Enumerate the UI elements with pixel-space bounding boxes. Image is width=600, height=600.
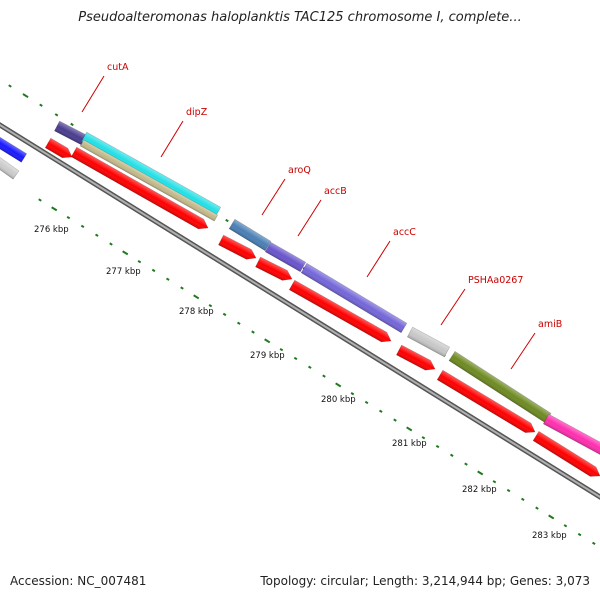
gene-label: accB bbox=[324, 186, 347, 197]
tick-mark bbox=[151, 268, 156, 273]
feature-arrow bbox=[255, 256, 293, 281]
gene-bar bbox=[406, 326, 451, 358]
tick-mark bbox=[66, 215, 71, 220]
ruler-label: 279 kbp bbox=[250, 351, 285, 361]
tick-mark bbox=[22, 93, 29, 99]
tick-mark bbox=[51, 206, 58, 212]
tick-mark bbox=[54, 113, 59, 117]
tick-mark bbox=[406, 426, 413, 432]
feature-arrow bbox=[532, 430, 600, 477]
gene-bar bbox=[0, 135, 28, 163]
tick-mark bbox=[535, 506, 539, 510]
ruler-label: 283 kbp bbox=[532, 531, 567, 541]
feature-arrow bbox=[396, 344, 436, 371]
ruler-labels: 276 kbp 277 kbp 278 kbp 279 kbp 280 kbp 281 k… bbox=[34, 225, 567, 541]
feature-arrow bbox=[218, 234, 257, 260]
ruler-label: 277 kbp bbox=[106, 267, 141, 277]
tick-mark bbox=[293, 356, 298, 361]
gene-label: amiB bbox=[538, 319, 562, 330]
tick-mark bbox=[435, 444, 440, 449]
ruler-tick-marks bbox=[38, 198, 596, 545]
tick-mark bbox=[449, 453, 454, 457]
tick-mark bbox=[563, 524, 568, 528]
gene-track bbox=[54, 120, 600, 457]
ruler-label: 281 kbp bbox=[392, 439, 427, 449]
tick-mark bbox=[225, 218, 229, 223]
tick-mark bbox=[335, 382, 342, 388]
tick-mark bbox=[264, 338, 271, 344]
ruler-label: 278 kbp bbox=[179, 307, 214, 317]
leader-line bbox=[440, 288, 466, 326]
tick-mark bbox=[137, 259, 142, 264]
tick-mark bbox=[236, 321, 241, 325]
feature-track bbox=[0, 135, 600, 477]
tick-mark bbox=[322, 374, 326, 378]
gene-label: PSHAa0267 bbox=[468, 275, 523, 286]
tick-mark bbox=[8, 84, 12, 88]
gene-bar bbox=[228, 218, 272, 252]
tick-mark bbox=[193, 294, 200, 300]
tick-mark bbox=[165, 277, 170, 281]
feature-arrow bbox=[288, 279, 392, 343]
leader-line bbox=[510, 332, 536, 370]
tick-mark bbox=[180, 286, 184, 290]
tick-mark bbox=[577, 532, 582, 537]
tick-mark bbox=[279, 348, 284, 352]
tick-mark bbox=[94, 233, 99, 237]
feature-arrow bbox=[70, 146, 209, 230]
ruler-label: 276 kbp bbox=[34, 225, 69, 235]
genome-backbone bbox=[0, 122, 600, 500]
map-title: Pseudoalteromonas haloplanktis TAC125 ch… bbox=[78, 10, 522, 25]
gene-label: dipZ bbox=[186, 107, 208, 118]
ruler-label: 282 kbp bbox=[462, 485, 497, 495]
tick-mark bbox=[208, 304, 213, 308]
tick-mark bbox=[506, 488, 511, 493]
tick-mark bbox=[364, 400, 369, 405]
leader-line bbox=[366, 240, 391, 278]
leader-line bbox=[160, 120, 184, 158]
tick-mark bbox=[591, 541, 596, 545]
tick-mark bbox=[38, 198, 42, 202]
tick-mark bbox=[122, 250, 129, 256]
gene-labels: cutA dipZ aroQ accB accC PSHAa0267 amiB bbox=[81, 62, 562, 370]
leader-line bbox=[81, 75, 105, 113]
tick-mark bbox=[350, 392, 355, 396]
tick-mark bbox=[421, 436, 426, 440]
feature-arrow bbox=[436, 369, 536, 433]
leader-line bbox=[297, 199, 322, 237]
feature-arrow bbox=[44, 137, 73, 159]
tick-mark bbox=[80, 224, 85, 229]
gene-bar bbox=[542, 413, 600, 457]
tick-mark bbox=[109, 242, 113, 246]
tick-mark bbox=[393, 418, 397, 422]
tick-mark bbox=[464, 462, 468, 466]
leader-line bbox=[261, 178, 286, 216]
tick-mark bbox=[70, 122, 74, 127]
tick-mark bbox=[307, 365, 312, 369]
gene-bar bbox=[264, 241, 307, 273]
gene-label: cutA bbox=[107, 62, 129, 73]
tick-mark bbox=[222, 312, 227, 317]
tick-mark bbox=[548, 514, 555, 520]
tick-mark bbox=[492, 480, 497, 484]
tick-mark bbox=[378, 409, 383, 413]
tick-mark bbox=[477, 470, 484, 476]
gene-label: aroQ bbox=[288, 165, 311, 176]
ruler-label: 280 kbp bbox=[321, 395, 356, 405]
summary-text: Topology: circular; Length: 3,214,944 bp… bbox=[260, 574, 590, 588]
gene-bar bbox=[0, 155, 20, 180]
tick-mark bbox=[251, 330, 255, 334]
gene-bar bbox=[79, 139, 219, 222]
tick-mark bbox=[39, 103, 43, 107]
gene-label: accC bbox=[393, 227, 416, 238]
gene-bar bbox=[300, 262, 408, 334]
tick-mark bbox=[520, 497, 525, 501]
accession-text: Accession: NC_007481 bbox=[10, 574, 147, 588]
